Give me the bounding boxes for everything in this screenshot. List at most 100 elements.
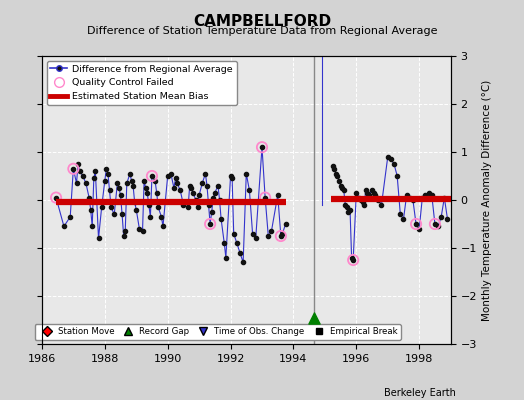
Point [415, 226, 423, 232]
Point [85, 194, 93, 201]
Point [130, 199, 139, 206]
Point [434, 223, 442, 230]
Point [437, 214, 445, 220]
Point [330, 166, 339, 172]
Point [170, 185, 178, 191]
Point [119, 233, 128, 239]
Point [157, 214, 166, 220]
Point [365, 192, 373, 198]
Point [113, 180, 122, 186]
Point [126, 170, 134, 177]
Point [148, 173, 156, 179]
Point [245, 187, 254, 194]
Point [396, 211, 405, 218]
Point [349, 257, 357, 263]
Point [167, 170, 175, 177]
Point [121, 228, 129, 234]
Point [90, 175, 98, 182]
Point [206, 221, 214, 227]
Point [182, 199, 191, 206]
Point [340, 187, 348, 194]
Point [209, 194, 217, 201]
Point [143, 190, 151, 196]
Point [110, 211, 118, 218]
Point [258, 144, 266, 150]
Point [346, 206, 354, 213]
Point [123, 180, 131, 186]
Point [277, 233, 285, 239]
Point [267, 228, 276, 234]
Point [203, 182, 211, 189]
Point [349, 257, 357, 263]
Point [377, 202, 386, 208]
Point [220, 240, 228, 246]
Point [264, 233, 272, 239]
Point [399, 216, 408, 222]
Point [159, 223, 167, 230]
Point [443, 216, 452, 222]
Point [406, 194, 414, 201]
Point [215, 197, 224, 203]
Text: CAMPBELLFORD: CAMPBELLFORD [193, 14, 331, 29]
Point [187, 185, 195, 191]
Point [409, 197, 417, 203]
Point [72, 180, 81, 186]
Point [368, 187, 376, 194]
Point [277, 233, 285, 239]
Point [329, 163, 337, 170]
Point [185, 182, 194, 189]
Point [387, 156, 395, 162]
Point [412, 221, 420, 227]
Point [222, 254, 230, 261]
Point [52, 194, 60, 201]
Point [105, 187, 114, 194]
Point [335, 178, 343, 184]
Point [204, 202, 213, 208]
Point [127, 178, 136, 184]
Point [82, 180, 90, 186]
Point [228, 175, 236, 182]
Point [129, 182, 137, 189]
Point [148, 173, 156, 179]
Point [115, 185, 123, 191]
Point [69, 166, 78, 172]
Text: Difference of Station Temperature Data from Regional Average: Difference of Station Temperature Data f… [87, 26, 437, 36]
Point [74, 161, 82, 167]
Point [344, 209, 353, 215]
Point [86, 206, 95, 213]
Point [94, 235, 103, 242]
Point [135, 226, 144, 232]
Point [52, 194, 60, 201]
Point [261, 194, 269, 201]
Point [310, 314, 318, 321]
Point [132, 206, 140, 213]
Point [208, 209, 216, 215]
Point [384, 154, 392, 160]
Point [428, 192, 436, 198]
Point [336, 182, 345, 189]
Point [226, 173, 235, 179]
Point [97, 204, 106, 210]
Point [360, 202, 368, 208]
Point [358, 199, 367, 206]
Point [357, 197, 365, 203]
Point [390, 161, 398, 167]
Point [373, 194, 381, 201]
Point [201, 170, 210, 177]
Point [236, 250, 244, 256]
Point [88, 223, 96, 230]
Point [154, 204, 162, 210]
Point [152, 190, 161, 196]
Point [151, 178, 159, 184]
Point [75, 168, 84, 174]
Point [66, 214, 74, 220]
Point [116, 192, 125, 198]
Point [374, 197, 383, 203]
Point [252, 235, 260, 242]
Point [412, 221, 420, 227]
Point [418, 194, 427, 201]
Point [424, 190, 433, 196]
Point [332, 170, 340, 177]
Point [192, 197, 200, 203]
Point [79, 173, 87, 179]
